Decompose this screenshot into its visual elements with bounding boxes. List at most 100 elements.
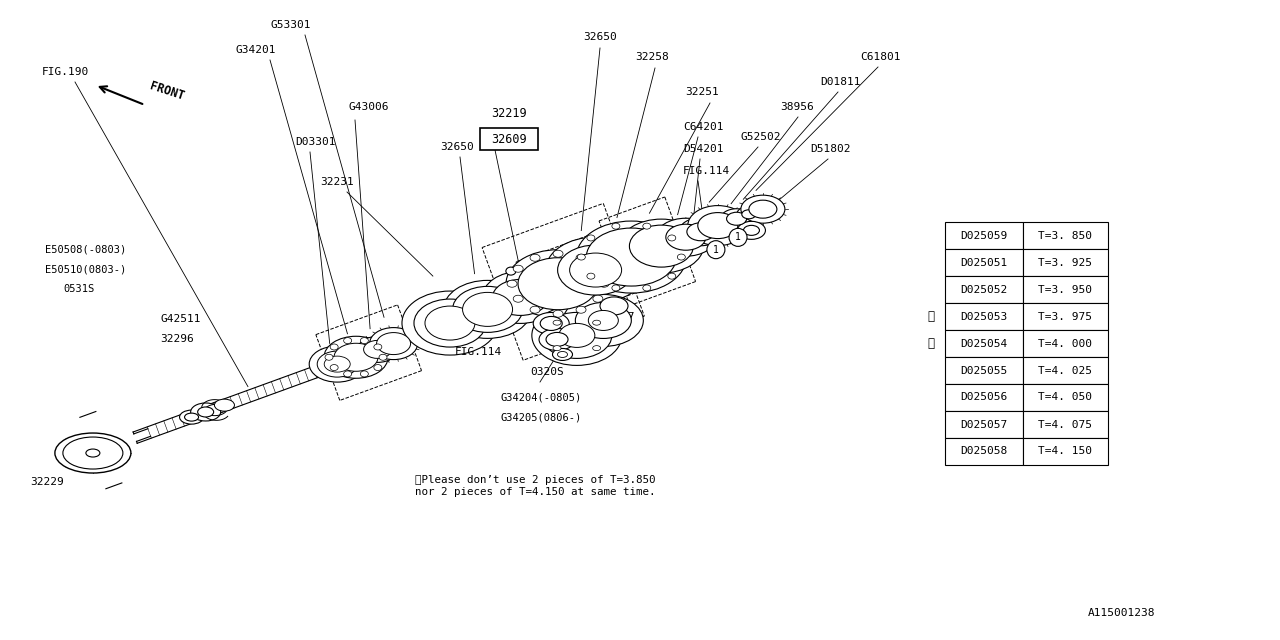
Ellipse shape (444, 280, 531, 339)
Ellipse shape (727, 212, 746, 225)
Bar (1023, 222, 1108, 249)
Text: D025057: D025057 (960, 419, 1007, 429)
Ellipse shape (374, 365, 381, 371)
Ellipse shape (343, 371, 352, 377)
Ellipse shape (620, 219, 704, 273)
Bar (945, 384, 1023, 411)
Circle shape (730, 228, 748, 246)
Ellipse shape (588, 273, 595, 279)
Text: 32251: 32251 (685, 87, 719, 97)
Text: D025052: D025052 (960, 285, 1007, 294)
Text: 0320S: 0320S (530, 367, 563, 377)
Ellipse shape (317, 351, 357, 377)
Ellipse shape (330, 365, 338, 371)
Ellipse shape (453, 286, 522, 332)
Ellipse shape (539, 328, 575, 351)
Ellipse shape (191, 403, 220, 421)
Text: ①: ① (928, 337, 934, 350)
Bar (480, 128, 538, 150)
Ellipse shape (737, 221, 765, 239)
Ellipse shape (379, 355, 387, 360)
Ellipse shape (545, 237, 645, 303)
Text: FIG.114: FIG.114 (684, 166, 731, 176)
Bar (945, 249, 1023, 276)
Text: D025053: D025053 (960, 312, 1007, 321)
Ellipse shape (593, 320, 600, 325)
Bar (945, 276, 1023, 303)
Text: D03301: D03301 (294, 137, 335, 147)
Ellipse shape (376, 333, 411, 355)
Text: D51802: D51802 (810, 144, 850, 154)
Text: 1: 1 (735, 232, 741, 243)
Text: G42511: G42511 (160, 314, 201, 324)
Text: G52502: G52502 (740, 132, 781, 142)
Ellipse shape (374, 344, 381, 350)
Ellipse shape (570, 253, 622, 287)
Text: 32258: 32258 (635, 52, 668, 62)
Bar (1023, 303, 1108, 330)
Text: D025055: D025055 (960, 365, 1007, 376)
Ellipse shape (513, 265, 524, 272)
Ellipse shape (63, 437, 123, 469)
Text: T=3. 975: T=3. 975 (1038, 312, 1093, 321)
Text: D025056: D025056 (960, 392, 1007, 403)
Text: 1: 1 (713, 244, 719, 255)
Text: T=3. 850: T=3. 850 (1038, 230, 1093, 241)
Bar (1023, 276, 1108, 303)
Ellipse shape (541, 312, 612, 358)
Ellipse shape (540, 316, 562, 330)
Ellipse shape (668, 273, 676, 279)
Ellipse shape (507, 280, 517, 287)
Text: G53301: G53301 (270, 20, 311, 30)
Ellipse shape (553, 320, 561, 325)
Ellipse shape (558, 351, 567, 358)
Ellipse shape (643, 285, 650, 291)
Ellipse shape (215, 399, 234, 411)
Ellipse shape (589, 310, 618, 330)
Ellipse shape (737, 206, 760, 222)
Ellipse shape (612, 223, 620, 229)
Text: FIG.114: FIG.114 (454, 347, 502, 357)
Ellipse shape (593, 346, 600, 351)
Bar (1023, 438, 1108, 465)
Ellipse shape (687, 205, 748, 246)
Ellipse shape (600, 297, 628, 315)
Ellipse shape (513, 295, 524, 302)
Ellipse shape (553, 250, 563, 257)
Text: 32609: 32609 (492, 132, 527, 145)
Ellipse shape (643, 223, 650, 229)
Text: D54201: D54201 (684, 144, 723, 154)
Text: T=3. 925: T=3. 925 (1038, 257, 1093, 268)
Ellipse shape (361, 338, 369, 344)
Text: D025058: D025058 (960, 447, 1007, 456)
Text: G34204(-0805): G34204(-0805) (500, 392, 581, 402)
Bar (945, 357, 1023, 384)
Ellipse shape (324, 336, 388, 378)
Ellipse shape (197, 407, 214, 417)
Ellipse shape (330, 344, 338, 350)
Ellipse shape (518, 258, 598, 310)
Ellipse shape (553, 346, 561, 351)
Ellipse shape (744, 225, 759, 236)
Ellipse shape (334, 343, 378, 371)
Text: A20827: A20827 (595, 312, 635, 322)
Ellipse shape (612, 285, 620, 291)
Ellipse shape (547, 332, 568, 346)
Bar (1023, 411, 1108, 438)
Bar (945, 222, 1023, 249)
Ellipse shape (563, 294, 644, 346)
Text: 0531S: 0531S (63, 284, 95, 294)
Ellipse shape (741, 195, 785, 223)
Ellipse shape (506, 250, 611, 317)
Text: T=4. 000: T=4. 000 (1038, 339, 1093, 349)
Ellipse shape (179, 410, 204, 424)
Ellipse shape (553, 310, 563, 317)
Text: 32650: 32650 (440, 142, 474, 152)
Bar (945, 438, 1023, 465)
Text: ※: ※ (928, 310, 934, 323)
Ellipse shape (104, 441, 120, 451)
Ellipse shape (687, 223, 714, 241)
Text: T=3. 950: T=3. 950 (1038, 285, 1093, 294)
Ellipse shape (698, 212, 737, 239)
Ellipse shape (108, 444, 115, 449)
